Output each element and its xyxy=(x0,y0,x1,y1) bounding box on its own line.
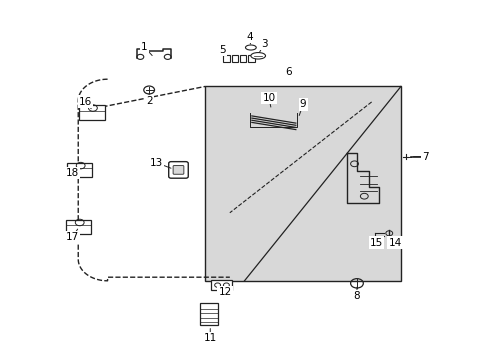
FancyBboxPatch shape xyxy=(173,166,183,174)
Text: 6: 6 xyxy=(285,67,291,77)
Bar xyxy=(67,163,92,177)
Text: 9: 9 xyxy=(299,99,306,109)
Ellipse shape xyxy=(214,283,220,287)
Text: 4: 4 xyxy=(245,32,252,42)
Text: 12: 12 xyxy=(218,287,231,297)
FancyBboxPatch shape xyxy=(168,162,188,178)
Bar xyxy=(231,55,238,62)
Ellipse shape xyxy=(250,53,265,59)
Text: 7: 7 xyxy=(421,152,428,162)
Text: 18: 18 xyxy=(65,168,79,178)
Text: 13: 13 xyxy=(149,158,163,168)
Bar xyxy=(79,105,104,120)
Text: 5: 5 xyxy=(219,45,225,55)
Bar xyxy=(200,303,218,325)
Text: 8: 8 xyxy=(353,291,360,301)
Text: 2: 2 xyxy=(145,96,152,106)
Text: 14: 14 xyxy=(387,238,401,248)
Text: 15: 15 xyxy=(369,238,383,248)
Bar xyxy=(210,280,232,290)
Text: 3: 3 xyxy=(260,39,267,49)
Bar xyxy=(66,220,91,234)
Text: 17: 17 xyxy=(65,232,79,242)
Text: 16: 16 xyxy=(79,96,92,107)
Text: 10: 10 xyxy=(262,93,275,103)
Ellipse shape xyxy=(245,45,256,50)
Text: 1: 1 xyxy=(141,42,147,52)
Bar xyxy=(248,55,254,62)
Bar xyxy=(240,55,246,62)
Text: 11: 11 xyxy=(203,333,217,343)
Bar xyxy=(205,86,400,281)
Ellipse shape xyxy=(223,283,229,287)
Bar xyxy=(223,55,229,62)
